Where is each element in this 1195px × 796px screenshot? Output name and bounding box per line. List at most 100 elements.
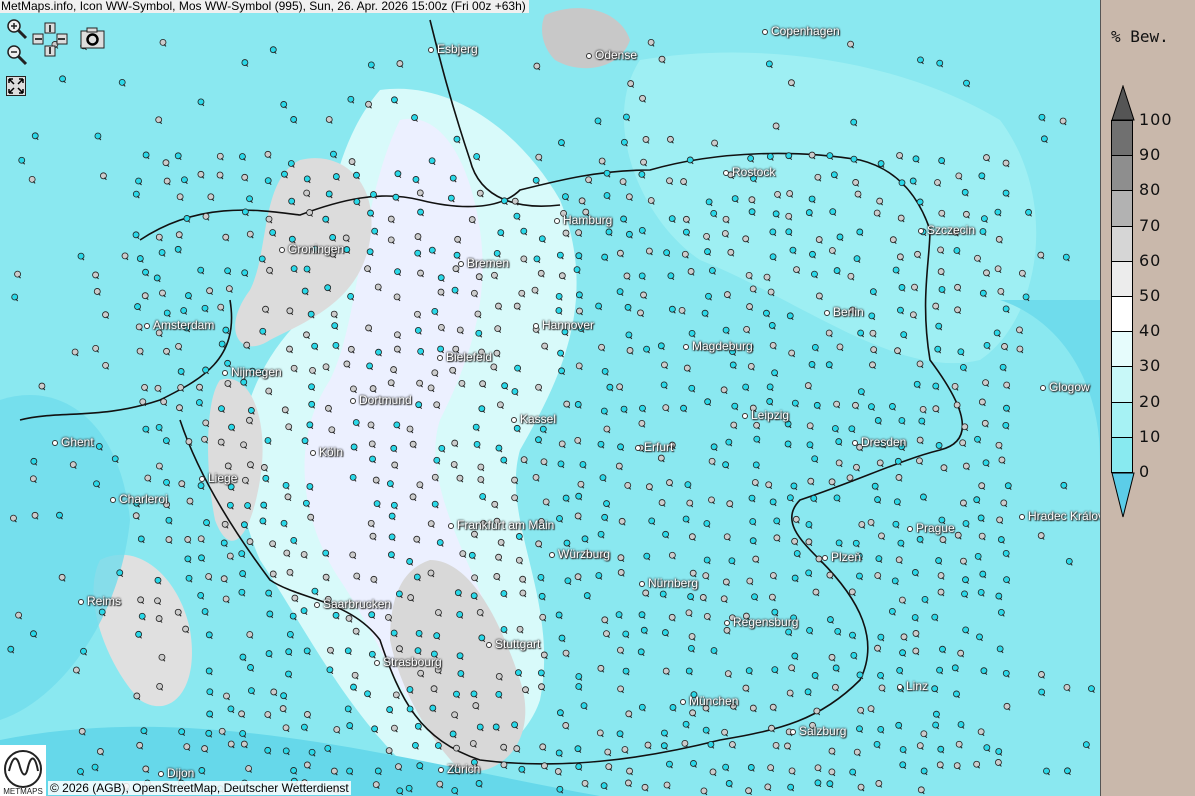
weather-symbol bbox=[896, 667, 904, 675]
weather-symbol bbox=[184, 536, 192, 544]
weather-symbol bbox=[834, 627, 842, 636]
weather-symbol bbox=[626, 347, 634, 355]
weather-symbol bbox=[281, 406, 289, 415]
weather-symbol bbox=[599, 474, 607, 482]
weather-symbol bbox=[805, 209, 813, 217]
weather-symbol bbox=[287, 160, 295, 168]
weather-symbol bbox=[290, 536, 298, 545]
weather-symbol bbox=[688, 633, 696, 641]
weather-symbol bbox=[365, 100, 372, 109]
weather-symbol bbox=[372, 476, 380, 485]
weather-symbol bbox=[617, 554, 625, 563]
weather-symbol bbox=[540, 651, 548, 660]
weather-symbol bbox=[769, 253, 777, 262]
weather-symbol bbox=[811, 270, 818, 279]
weather-symbol bbox=[518, 289, 526, 298]
weather-symbol bbox=[511, 721, 519, 730]
weather-symbol bbox=[994, 265, 1002, 274]
weather-symbol bbox=[598, 343, 605, 352]
color-legend: % Bew. 100 90 80 70 60 50 40 30 20 10 0 bbox=[1100, 0, 1195, 796]
weather-symbol bbox=[982, 459, 990, 468]
weather-symbol bbox=[538, 592, 546, 601]
weather-symbol bbox=[1062, 253, 1070, 262]
weather-symbol bbox=[435, 609, 442, 617]
map-title: MetMaps.info, Icon WW-Symbol, Mos WW-Sym… bbox=[0, 0, 529, 13]
city-label: Nürnberg bbox=[639, 576, 698, 590]
weather-symbol bbox=[428, 246, 436, 255]
weather-symbol bbox=[239, 730, 247, 738]
weather-symbol bbox=[416, 481, 424, 490]
weather-symbol bbox=[1003, 404, 1010, 413]
weather-symbol bbox=[983, 341, 991, 350]
weather-symbol bbox=[495, 302, 502, 311]
weather-symbol bbox=[668, 215, 676, 223]
weather-symbol bbox=[391, 724, 398, 733]
weather-symbol bbox=[766, 398, 774, 406]
weather-symbol bbox=[707, 741, 715, 749]
weather-symbol bbox=[895, 556, 903, 565]
weather-symbol bbox=[333, 726, 341, 734]
weather-symbol bbox=[238, 550, 246, 558]
weather-symbol bbox=[500, 590, 508, 598]
weather-symbol bbox=[605, 228, 613, 237]
weather-map[interactable]: MetMaps.info, Icon WW-Symbol, Mos WW-Sym… bbox=[0, 0, 1100, 796]
weather-symbol bbox=[176, 193, 184, 202]
weather-symbol bbox=[1065, 557, 1073, 566]
weather-symbol bbox=[281, 170, 288, 179]
weather-symbol bbox=[563, 400, 571, 409]
weather-symbol bbox=[626, 767, 633, 776]
weather-symbol bbox=[911, 569, 919, 577]
weather-symbol bbox=[999, 363, 1007, 372]
weather-symbol bbox=[911, 614, 919, 622]
weather-symbol bbox=[603, 169, 611, 178]
legend-tick: 100 bbox=[1139, 110, 1173, 129]
weather-symbol bbox=[805, 569, 813, 578]
weather-symbol bbox=[197, 98, 205, 107]
weather-symbol bbox=[469, 740, 477, 748]
weather-symbol bbox=[1038, 671, 1045, 679]
weather-symbol bbox=[835, 539, 843, 548]
weather-symbol bbox=[746, 577, 754, 586]
weather-symbol bbox=[365, 324, 373, 333]
weather-symbol bbox=[373, 500, 381, 508]
weather-symbol bbox=[241, 269, 249, 278]
weather-symbol bbox=[417, 269, 424, 278]
weather-symbol bbox=[344, 647, 352, 656]
weather-symbol bbox=[494, 325, 502, 333]
weather-symbol bbox=[216, 171, 224, 180]
city-label: Ghent bbox=[52, 435, 94, 449]
weather-symbol bbox=[661, 629, 669, 637]
weather-symbol bbox=[877, 160, 885, 168]
weather-symbol bbox=[814, 173, 822, 182]
weather-symbol bbox=[417, 208, 424, 217]
weather-symbol bbox=[329, 234, 337, 242]
weather-symbol bbox=[11, 293, 19, 302]
weather-symbol bbox=[322, 363, 330, 372]
weather-symbol bbox=[205, 631, 213, 640]
weather-symbol bbox=[406, 705, 414, 714]
weather-symbol bbox=[957, 721, 965, 729]
weather-symbol bbox=[658, 55, 666, 64]
weather-symbol bbox=[311, 342, 319, 351]
weather-symbol bbox=[935, 442, 943, 450]
weather-symbol bbox=[142, 765, 150, 774]
weather-symbol bbox=[877, 671, 884, 680]
weather-symbol bbox=[414, 722, 422, 731]
weather-symbol bbox=[285, 670, 292, 679]
weather-symbol bbox=[433, 456, 441, 465]
weather-symbol bbox=[955, 740, 963, 749]
weather-symbol bbox=[853, 748, 861, 757]
weather-symbol bbox=[347, 95, 355, 104]
weather-symbol bbox=[876, 459, 884, 468]
weather-symbol bbox=[617, 646, 624, 655]
weather-symbol bbox=[175, 342, 182, 351]
city-label: Saarbrucken bbox=[314, 597, 391, 611]
weather-symbol bbox=[349, 551, 357, 560]
weather-symbol bbox=[266, 610, 274, 619]
weather-symbol bbox=[134, 303, 141, 311]
weather-symbol bbox=[1018, 269, 1026, 278]
weather-symbol bbox=[331, 322, 339, 330]
weather-symbol bbox=[625, 779, 632, 788]
weather-symbol bbox=[451, 711, 459, 720]
weather-symbol bbox=[303, 189, 311, 198]
